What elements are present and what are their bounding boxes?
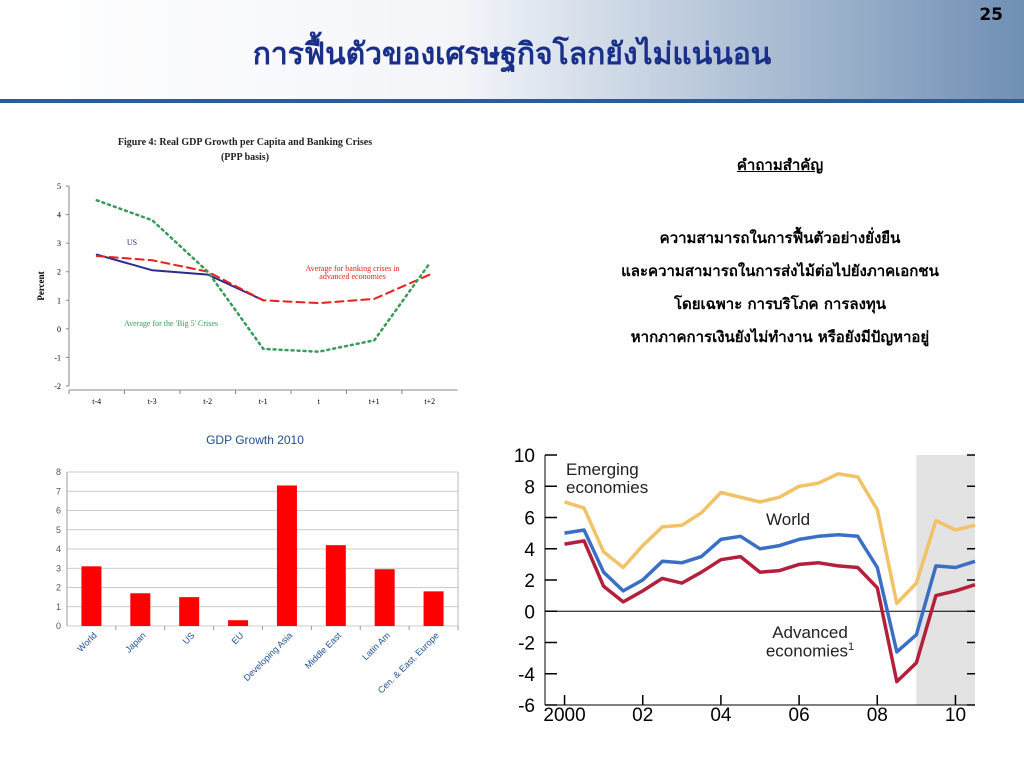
x-tick-label: Japan bbox=[123, 630, 147, 654]
series-name: Advanced economies bbox=[765, 623, 849, 661]
y-tick-label: 5 bbox=[56, 525, 61, 535]
series-line bbox=[95, 253, 265, 302]
x-tick-label: t-4 bbox=[92, 397, 101, 406]
key-question-line: และความสามารถในการส่งไม้ต่อไปยังภาคเอกชน bbox=[621, 262, 939, 280]
page-number: 25 bbox=[979, 5, 1003, 25]
series-note: 1 bbox=[848, 640, 855, 653]
y-tick-label: 7 bbox=[56, 486, 61, 496]
y-tick-label: 4 bbox=[56, 544, 61, 554]
bar bbox=[423, 591, 444, 626]
x-tick-label: t+2 bbox=[424, 397, 435, 406]
x-tick-label: t bbox=[318, 397, 321, 406]
series-label: Advanced economies1 bbox=[740, 624, 880, 660]
bar bbox=[374, 569, 395, 626]
y-tick-label: 2 bbox=[56, 583, 61, 593]
header-rule bbox=[0, 99, 1024, 103]
x-tick-label: 2000 bbox=[543, 705, 585, 726]
y-tick-label: 0 bbox=[56, 621, 61, 631]
series-label: US bbox=[126, 238, 138, 247]
key-question-line: โดยเฉพาะ การบริโภค การลงทุน bbox=[673, 295, 887, 313]
x-tick-label: t-2 bbox=[203, 397, 212, 406]
chart-frame bbox=[32, 128, 460, 410]
x-tick-label: 06 bbox=[789, 705, 810, 726]
y-tick-label: -4 bbox=[518, 665, 535, 686]
header-band bbox=[0, 0, 1024, 100]
series-label: World bbox=[766, 511, 846, 529]
series-line bbox=[564, 539, 976, 684]
series-name: Emerging economies bbox=[566, 460, 649, 497]
x-tick-label: 08 bbox=[867, 705, 888, 726]
y-tick-label: 8 bbox=[524, 477, 535, 498]
y-tick-label: 2 bbox=[57, 268, 61, 277]
y-tick-label: 2 bbox=[524, 571, 535, 592]
shaded-region bbox=[916, 455, 975, 705]
y-tick-label: -2 bbox=[518, 634, 535, 655]
chart-subtitle: (PPP basis) bbox=[221, 152, 269, 163]
series-label: Average for banking crises in advanced e… bbox=[305, 264, 400, 282]
y-axis-label: Percent bbox=[36, 271, 46, 300]
series-label: Average for the 'Big 5' Crises bbox=[123, 319, 219, 328]
bar bbox=[228, 620, 249, 626]
bar bbox=[130, 593, 151, 626]
key-question-line: หากภาคการเงินยังไม่ทำงาน หรือยังมีปัญหาอ… bbox=[630, 328, 930, 346]
x-tick-label: 10 bbox=[945, 705, 966, 726]
y-tick-label: 1 bbox=[56, 602, 61, 612]
series-label: Emerging economies bbox=[566, 461, 706, 497]
bar bbox=[81, 566, 102, 626]
y-tick-label: 3 bbox=[56, 563, 61, 573]
y-tick-label: 3 bbox=[57, 239, 61, 248]
slide-title: การฟื้นตัวของเศรษฐกิจโลกยังไม่แน่นอน bbox=[253, 31, 772, 74]
y-tick-label: -2 bbox=[54, 382, 61, 391]
y-tick-label: 0 bbox=[524, 602, 535, 623]
x-tick-label: EU bbox=[230, 630, 246, 646]
y-tick-label: 4 bbox=[524, 540, 535, 561]
y-tick-label: 6 bbox=[524, 509, 535, 530]
y-tick-label: 8 bbox=[56, 467, 61, 477]
y-tick-label: 6 bbox=[56, 506, 61, 516]
chart-title: GDP Growth 2010 bbox=[206, 433, 304, 447]
y-tick-label: 1 bbox=[57, 296, 61, 305]
key-question-heading: คำถามสำคัญ bbox=[736, 156, 824, 174]
bar bbox=[276, 485, 297, 626]
x-tick-label: t-1 bbox=[259, 397, 268, 406]
x-tick-label: Developing Asia bbox=[242, 630, 295, 683]
y-tick-label: 4 bbox=[57, 211, 61, 220]
series-line bbox=[95, 199, 432, 353]
series-line bbox=[563, 472, 976, 606]
x-tick-label: Middle East bbox=[303, 630, 344, 671]
series-name: World bbox=[766, 510, 811, 529]
y-tick-label: -6 bbox=[518, 696, 535, 717]
y-tick-label: 5 bbox=[57, 182, 61, 191]
chart-title: Figure 4: Real GDP Growth per Capita and… bbox=[118, 137, 372, 148]
y-tick-label: 0 bbox=[57, 325, 61, 334]
y-tick-label: -1 bbox=[54, 353, 61, 362]
x-tick-label: World bbox=[75, 630, 99, 654]
bar bbox=[325, 545, 346, 626]
y-tick-label: 10 bbox=[514, 446, 535, 467]
x-tick-label: Latin Am bbox=[360, 630, 392, 662]
bar bbox=[179, 597, 200, 626]
x-tick-label: t-3 bbox=[148, 397, 157, 406]
series-line bbox=[564, 528, 976, 654]
x-tick-label: 02 bbox=[632, 705, 653, 726]
x-tick-label: US bbox=[181, 630, 197, 646]
x-tick-label: 04 bbox=[710, 705, 732, 726]
series-line bbox=[95, 255, 431, 305]
key-question-line: ความสามารถในการฟื้นตัวอย่างยั่งยืน bbox=[659, 229, 901, 247]
x-tick-label: t+1 bbox=[369, 397, 380, 406]
